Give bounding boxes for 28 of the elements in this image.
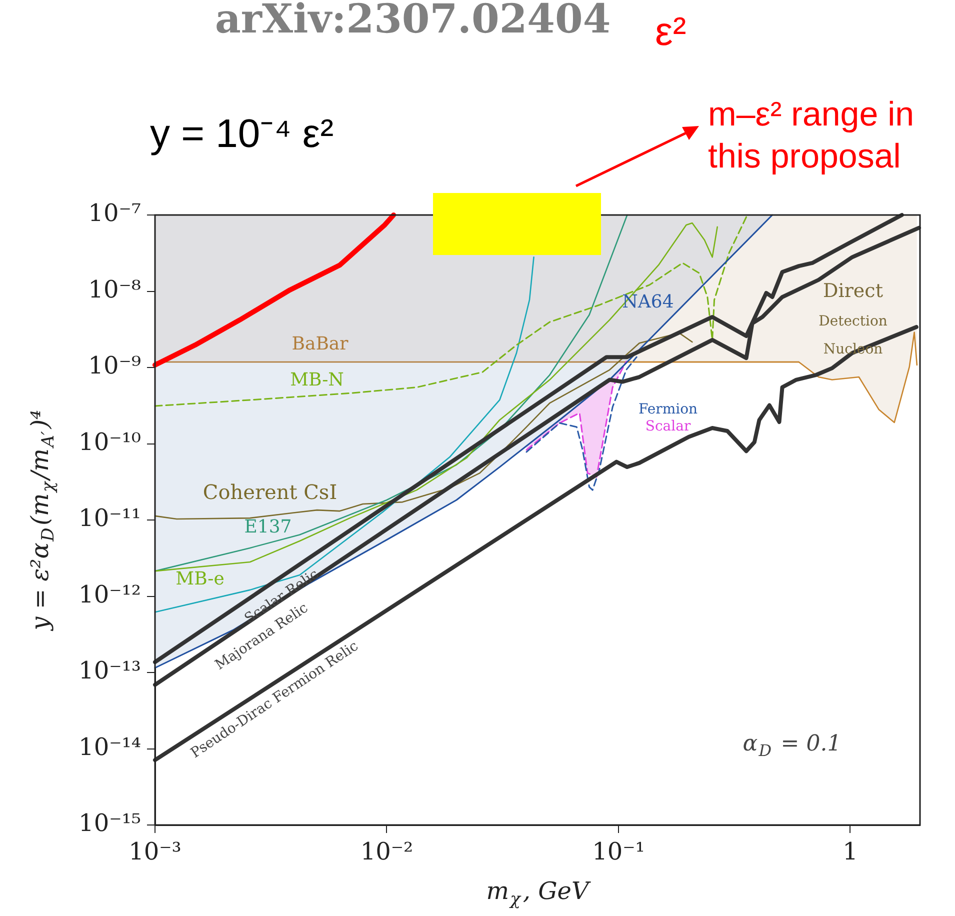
annotation: Fermion bbox=[638, 402, 698, 418]
x-tick-label: 1 bbox=[842, 838, 858, 866]
text: arXiv:2307.02404 bbox=[215, 0, 611, 42]
x-tick-label: 10⁻¹ bbox=[592, 838, 645, 866]
y-tick-label: 10⁻⁹ bbox=[88, 352, 142, 380]
y-tick-label: 10⁻⁸ bbox=[88, 275, 141, 304]
text: y = 10⁻⁴ ε² bbox=[150, 112, 334, 156]
annotation: BaBar bbox=[292, 334, 349, 355]
y-tick-label: 10⁻¹⁵ bbox=[78, 809, 141, 838]
y-tick-label: 10⁻¹⁴ bbox=[78, 732, 141, 761]
annotation: Coherent CsI bbox=[202, 480, 338, 504]
y-axis-title: y = ε²αD(mχ/mA′)⁴ bbox=[26, 410, 59, 632]
annotation: NA64 bbox=[622, 292, 674, 313]
annotation: MB-N bbox=[290, 370, 344, 391]
y-tick-label: 10⁻¹³ bbox=[78, 656, 141, 685]
y-tick-label: 10⁻⁷ bbox=[88, 199, 141, 228]
text: m–ε² range in this proposal bbox=[708, 95, 914, 176]
annotation: MB-e bbox=[176, 568, 224, 590]
annotation: Direct bbox=[823, 280, 884, 302]
annotation: Detection bbox=[818, 314, 888, 330]
x-tick-label: 10⁻² bbox=[360, 838, 414, 866]
y-tick-label: 10⁻¹² bbox=[78, 580, 141, 608]
annotation: Scalar bbox=[645, 418, 691, 435]
annotation: E137 bbox=[244, 516, 292, 538]
x-tick-label: 10⁻³ bbox=[128, 838, 182, 866]
y-tick-label: 10⁻¹¹ bbox=[78, 504, 141, 532]
text: ε² bbox=[655, 10, 686, 54]
y-tick-label: 10⁻¹⁰ bbox=[78, 428, 141, 456]
